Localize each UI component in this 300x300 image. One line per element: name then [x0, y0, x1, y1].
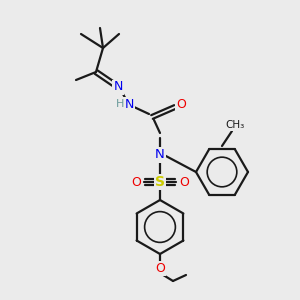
- Text: CH₃: CH₃: [225, 120, 244, 130]
- Text: O: O: [176, 98, 186, 112]
- Text: O: O: [131, 176, 141, 188]
- Text: H: H: [116, 99, 124, 109]
- Text: N: N: [124, 98, 134, 110]
- Text: O: O: [155, 262, 165, 275]
- Text: N: N: [113, 80, 123, 94]
- Text: S: S: [155, 175, 165, 189]
- Text: O: O: [179, 176, 189, 188]
- Text: N: N: [155, 148, 165, 161]
